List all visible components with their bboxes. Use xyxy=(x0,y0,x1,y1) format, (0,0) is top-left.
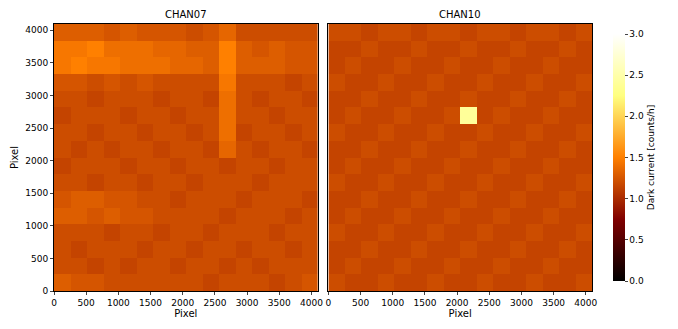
svg-text:Pixel: Pixel xyxy=(9,146,20,169)
svg-text:1500: 1500 xyxy=(413,298,436,308)
svg-text:0.0: 0.0 xyxy=(629,276,644,286)
svg-text:500: 500 xyxy=(352,298,369,308)
svg-text:4000: 4000 xyxy=(25,25,48,35)
svg-text:Pixel: Pixel xyxy=(174,308,197,319)
svg-text:CHAN07: CHAN07 xyxy=(165,9,207,20)
svg-text:2.5: 2.5 xyxy=(629,70,643,80)
svg-text:Dark current [counts/h]: Dark current [counts/h] xyxy=(646,105,656,210)
svg-text:1000: 1000 xyxy=(25,221,48,231)
svg-text:3000: 3000 xyxy=(236,298,259,308)
svg-text:500: 500 xyxy=(31,254,48,264)
svg-text:1500: 1500 xyxy=(25,188,48,198)
svg-text:3500: 3500 xyxy=(25,58,48,68)
svg-text:0: 0 xyxy=(42,286,48,296)
svg-text:2500: 2500 xyxy=(25,123,48,133)
svg-text:3000: 3000 xyxy=(510,298,533,308)
svg-text:1500: 1500 xyxy=(139,298,162,308)
svg-text:1000: 1000 xyxy=(381,298,404,308)
svg-text:4000: 4000 xyxy=(300,298,323,308)
svg-text:2000: 2000 xyxy=(171,298,194,308)
svg-text:2500: 2500 xyxy=(203,298,226,308)
svg-text:1.0: 1.0 xyxy=(629,194,644,204)
svg-text:4000: 4000 xyxy=(574,298,597,308)
svg-text:3500: 3500 xyxy=(542,298,565,308)
svg-text:2000: 2000 xyxy=(25,156,48,166)
svg-text:1000: 1000 xyxy=(107,298,130,308)
svg-text:3.0: 3.0 xyxy=(629,29,644,39)
svg-text:0: 0 xyxy=(51,298,57,308)
svg-text:Pixel: Pixel xyxy=(449,308,472,319)
svg-text:3000: 3000 xyxy=(25,91,48,101)
svg-text:3500: 3500 xyxy=(268,298,291,308)
svg-text:1.5: 1.5 xyxy=(629,153,643,163)
svg-text:CHAN10: CHAN10 xyxy=(439,9,481,20)
svg-text:2500: 2500 xyxy=(478,298,501,308)
svg-text:2000: 2000 xyxy=(446,298,469,308)
svg-text:0.5: 0.5 xyxy=(629,235,643,245)
svg-text:500: 500 xyxy=(78,298,95,308)
svg-text:0: 0 xyxy=(326,298,332,308)
svg-text:2.0: 2.0 xyxy=(629,111,644,121)
